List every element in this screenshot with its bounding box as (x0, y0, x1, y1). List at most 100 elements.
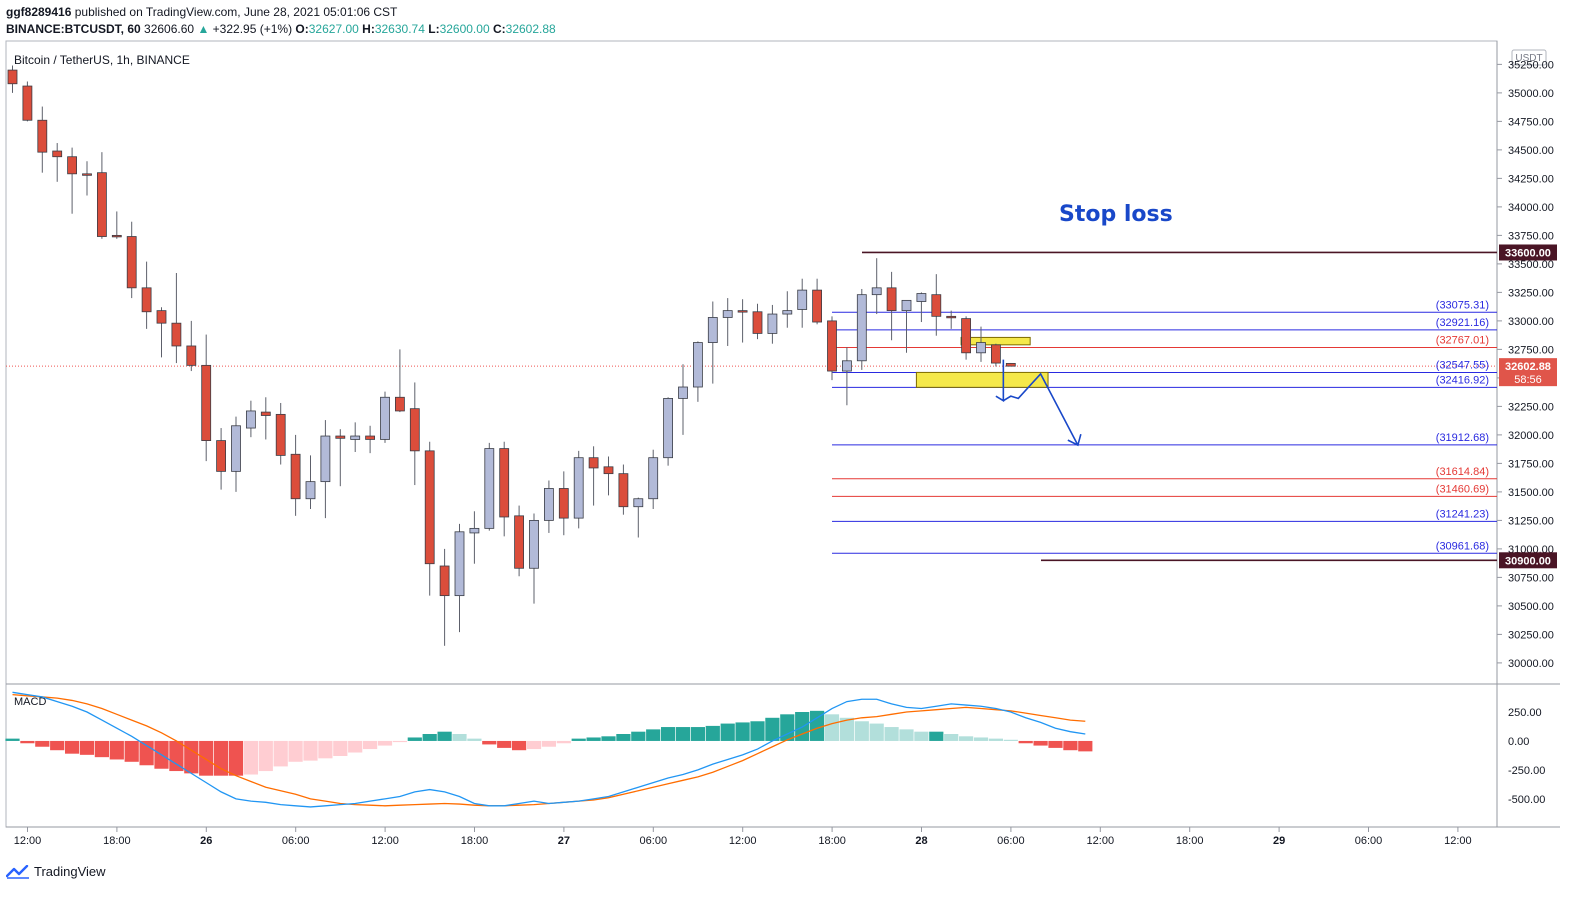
candle-body (499, 448, 510, 518)
macd-histogram-bar (914, 731, 929, 741)
candle-body (37, 119, 48, 153)
macd-tick-label: -500.00 (1508, 794, 1545, 806)
candle-body (216, 440, 227, 472)
candle-body (588, 457, 599, 469)
macd-layer (5, 691, 1093, 808)
currency-badge: USDT (1515, 53, 1542, 64)
price-tick-label: 35250.00 (1508, 59, 1554, 71)
candle-body (409, 408, 420, 452)
candle-body (141, 287, 152, 313)
candle-body (52, 150, 63, 158)
candle-body (394, 396, 405, 412)
candle-body (320, 435, 331, 483)
time-tick-label: 18:00 (818, 835, 846, 847)
macd-label: MACD (14, 696, 46, 708)
macd-histogram-bar (512, 740, 527, 751)
candle-body (1005, 363, 1016, 367)
candle-body (991, 344, 1001, 364)
time-tick-label: 12:00 (371, 835, 399, 847)
levels-layer: (33075.31) (32921.16) (32767.01) (32547.55)… (832, 251, 1497, 562)
highlight-zone (915, 371, 1049, 388)
open-value: 32627.00 (308, 22, 359, 36)
stop-loss-annotation: Stop loss (1059, 202, 1173, 227)
candle-body (886, 287, 897, 312)
macd-histogram-bar (690, 727, 705, 741)
candle-body (931, 294, 942, 317)
candle-body (573, 457, 584, 519)
macd-histogram-bar (35, 740, 50, 747)
macd-histogram-bar (363, 740, 378, 750)
candle-body (842, 360, 852, 372)
candle-body (156, 310, 167, 324)
price-tick-label: 32000.00 (1508, 430, 1554, 442)
time-tick-label: 06:00 (282, 835, 310, 847)
macd-histogram-bar (243, 740, 258, 775)
brand-name: TradingView (34, 864, 106, 879)
fib-level-label: (32921.16) (1436, 317, 1489, 329)
candle-body (916, 293, 927, 302)
macd-histogram-bar (303, 740, 318, 761)
price-axis[interactable]: 35250.00 35000.00 34750.00 34500.00 34250.00… (1497, 59, 1554, 806)
high-value: 32630.74 (374, 22, 425, 36)
macd-histogram-bar (646, 729, 661, 741)
candle-body (722, 310, 733, 318)
candle-body (22, 85, 33, 121)
macd-histogram-bar (541, 740, 556, 747)
macd-histogram-bar (1078, 740, 1093, 752)
high-label: H: (362, 22, 375, 36)
candle-body (171, 322, 182, 347)
macd-histogram-bar (929, 731, 944, 741)
macd-histogram-bar (1018, 740, 1033, 744)
candle-body (767, 313, 778, 334)
macd-histogram-bar (661, 727, 676, 741)
price-tick-label: 30500.00 (1508, 601, 1554, 613)
macd-histogram-bar (79, 740, 95, 755)
candle-body (186, 345, 197, 366)
macd-histogram-bar (333, 740, 348, 756)
macd-histogram-bar (273, 740, 288, 767)
macd-histogram-bar (124, 740, 139, 762)
open-label: O: (295, 22, 309, 36)
macd-histogram-bar (973, 737, 989, 741)
candle-body (827, 320, 837, 372)
fib-level-label: (32767.01) (1436, 334, 1489, 346)
candle-body (126, 236, 137, 289)
footer-brand[interactable]: TradingView (6, 864, 106, 879)
price-tick-label: 33500.00 (1508, 259, 1554, 271)
time-tick-label: 12:00 (14, 835, 42, 847)
publish-line: ggf8289416 published on TradingView.com,… (6, 5, 397, 19)
price-tick-label: 33750.00 (1508, 230, 1554, 242)
fib-level-label: (32416.92) (1436, 374, 1489, 386)
candle-body (365, 435, 376, 440)
time-axis[interactable]: 12:00 18:00 26 06:00 12:00 18:00 27 06:00 12:00 1… (14, 827, 1472, 847)
time-tick-label: 29 (1273, 835, 1285, 847)
candle-body (633, 498, 644, 508)
projection-layer (995, 359, 1082, 447)
macd-tick-label: 0.00 (1508, 736, 1529, 748)
macd-histogram-bar (94, 740, 109, 758)
macd-histogram-bar (452, 734, 467, 741)
macd-histogram-bar (735, 722, 750, 741)
time-tick-label: 06:00 (997, 835, 1025, 847)
price-tick-label: 34750.00 (1508, 116, 1554, 128)
macd-histogram-bar (258, 740, 273, 772)
price-tick-label: 31500.00 (1508, 487, 1554, 499)
macd-histogram-bar (1048, 740, 1063, 748)
candles-layer (7, 65, 1016, 646)
time-tick-label: 18:00 (1176, 835, 1204, 847)
candle-body (424, 450, 435, 565)
macd-histogram-bar (526, 740, 542, 750)
current-price-badge (1499, 358, 1557, 387)
candle-body (737, 310, 748, 313)
macd-histogram-bar (184, 740, 199, 774)
macd-histogram-bar (810, 710, 825, 741)
candle-body (97, 172, 107, 237)
candle-body (648, 457, 659, 500)
macd-tick-label: -250.00 (1508, 765, 1545, 777)
macd-histogram-bar (988, 738, 1003, 741)
candle-body (305, 481, 316, 500)
publish-info: published on TradingView.com, June 28, 2… (74, 5, 398, 19)
projection-path (995, 359, 1079, 446)
candle-body (275, 413, 286, 456)
